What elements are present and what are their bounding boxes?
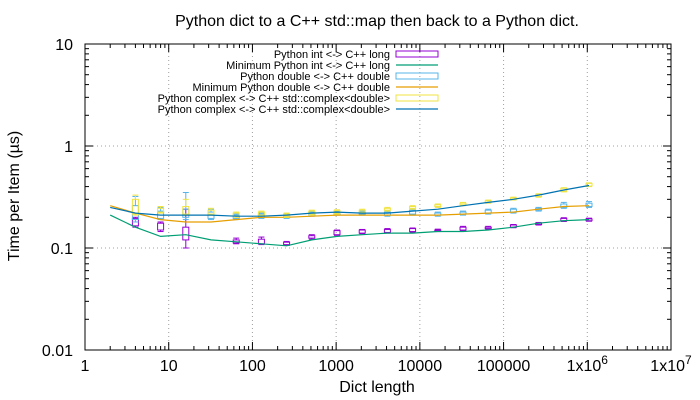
x-tick-label: 10: [160, 358, 178, 375]
y-tick-label: 0.01: [42, 343, 73, 360]
candle-box: [383, 228, 391, 233]
legend-box-sample: [395, 50, 439, 58]
candle-box: [383, 207, 391, 211]
series-6: [110, 184, 590, 217]
series-4: [110, 205, 590, 223]
candle-box: [157, 222, 165, 231]
x-tick-exponent: 6: [601, 353, 608, 367]
candle-box: [459, 202, 467, 206]
candle-box: [434, 229, 442, 232]
candle-box: [358, 229, 366, 234]
x-axis-label: Dict length: [339, 379, 415, 396]
y-tick-label: 0.1: [51, 241, 73, 258]
candle-box: [409, 206, 417, 209]
legend-label: Minimum Python int <-> C++ long: [226, 60, 390, 72]
x-tick-label: 100: [239, 358, 266, 375]
legend-box-sample: [395, 72, 439, 80]
legend-label: Minimum Python double <-> C++ double: [192, 82, 390, 94]
legend-label: Python double <-> C++ double: [240, 71, 390, 83]
candle-box: [358, 209, 366, 213]
candle-box: [257, 211, 265, 216]
legend-label: Python int <-> C++ long: [274, 49, 390, 61]
legend-label: Python complex <-> C++ std::complex<doub…: [158, 93, 390, 105]
candle-box: [207, 209, 215, 215]
axis-ticks: 1 10 100 1000 10000 100000 1x106 1x107 10 1 0.1 0.0…: [42, 37, 692, 375]
candle-box: [182, 226, 190, 241]
y-tick-label: 1: [64, 139, 73, 156]
candle-box: [283, 241, 291, 246]
x-tick-label: 100000: [477, 358, 530, 375]
candle-box: [182, 206, 190, 215]
series-line: [110, 184, 590, 217]
series-line: [109, 214, 590, 247]
candle-box: [560, 203, 568, 208]
y-axis-label: Time per Item (µs): [6, 131, 23, 261]
series-3: [131, 192, 593, 223]
series-2: [109, 214, 590, 247]
candle-box: [459, 226, 467, 231]
candle-box: [131, 198, 139, 215]
candle-box: [484, 226, 492, 230]
x-tick-label: 1x106: [567, 353, 609, 375]
candle-box: [157, 207, 165, 213]
y-tick-label: 10: [55, 37, 73, 54]
x-tick-exponent: 7: [685, 353, 692, 367]
legend-box-sample: [395, 94, 439, 102]
x-tick-label: 1x107: [650, 353, 692, 375]
candle-box: [409, 209, 417, 215]
series-layer: [109, 182, 593, 249]
x-tick-label: 10000: [398, 358, 443, 375]
x-tick-label: 1: [81, 358, 90, 375]
candle-box: [409, 228, 417, 233]
legend-label: Python complex <-> C++ std::complex<doub…: [158, 104, 390, 116]
grid-lines: [85, 44, 671, 350]
candle-box: [434, 204, 442, 208]
candle-box: [308, 235, 316, 239]
candle-box: [333, 230, 341, 236]
candle-box: [585, 202, 593, 208]
chart-title: Python dict to a C++ std::map then back …: [175, 13, 579, 30]
x-tick-label: 1000: [318, 358, 354, 375]
series-line: [110, 205, 590, 223]
series-5: [131, 182, 593, 218]
plot-frame: [84, 43, 672, 351]
